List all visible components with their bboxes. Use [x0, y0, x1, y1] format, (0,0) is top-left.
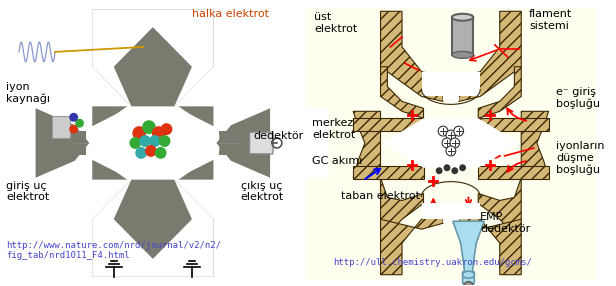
- Polygon shape: [459, 11, 521, 102]
- Circle shape: [450, 138, 460, 148]
- Text: GC akımı: GC akımı: [312, 156, 362, 166]
- Circle shape: [149, 135, 161, 147]
- Circle shape: [438, 126, 448, 136]
- Polygon shape: [478, 118, 549, 131]
- Polygon shape: [36, 108, 89, 178]
- Circle shape: [70, 113, 78, 122]
- Circle shape: [139, 135, 151, 147]
- Polygon shape: [92, 180, 213, 277]
- Polygon shape: [92, 160, 131, 219]
- Polygon shape: [443, 213, 459, 223]
- Circle shape: [446, 146, 456, 156]
- Polygon shape: [92, 165, 213, 277]
- Circle shape: [464, 282, 473, 286]
- Text: EMP
dedektör: EMP dedektör: [480, 212, 530, 234]
- Polygon shape: [443, 77, 459, 102]
- Circle shape: [442, 138, 452, 148]
- Polygon shape: [421, 72, 480, 96]
- Text: çıkış uç
elektrot: çıkış uç elektrot: [241, 181, 284, 202]
- Polygon shape: [353, 111, 381, 178]
- Text: halka elektrot: halka elektrot: [192, 9, 269, 19]
- Polygon shape: [421, 203, 480, 219]
- Circle shape: [436, 167, 442, 174]
- Polygon shape: [459, 213, 521, 275]
- FancyBboxPatch shape: [249, 132, 273, 154]
- Text: taban elektrot: taban elektrot: [341, 190, 421, 200]
- Circle shape: [132, 126, 146, 140]
- Text: http://ull.chemistry.uakron.edu/gcms/: http://ull.chemistry.uakron.edu/gcms/: [334, 258, 532, 267]
- Polygon shape: [478, 178, 521, 235]
- Text: iyon
kaynağı: iyon kaynağı: [6, 82, 51, 104]
- Ellipse shape: [452, 14, 473, 21]
- Text: dedektör: dedektör: [254, 131, 304, 141]
- Polygon shape: [219, 131, 329, 155]
- Polygon shape: [174, 67, 213, 126]
- Text: üst
elektrot: üst elektrot: [314, 12, 357, 34]
- Circle shape: [145, 145, 156, 157]
- Circle shape: [155, 147, 166, 159]
- Circle shape: [75, 119, 84, 128]
- Polygon shape: [216, 108, 270, 178]
- Polygon shape: [114, 180, 192, 259]
- Text: flament
sistemi: flament sistemi: [529, 9, 572, 31]
- Polygon shape: [478, 166, 549, 179]
- Text: e⁻ giriş
boşluğu: e⁻ giriş boşluğu: [556, 87, 601, 109]
- FancyBboxPatch shape: [463, 272, 474, 284]
- Polygon shape: [381, 67, 424, 118]
- Polygon shape: [381, 213, 443, 275]
- Circle shape: [136, 147, 147, 159]
- Circle shape: [459, 164, 466, 171]
- Polygon shape: [86, 98, 219, 188]
- Polygon shape: [0, 131, 86, 155]
- Polygon shape: [92, 9, 213, 106]
- Circle shape: [152, 126, 166, 140]
- Polygon shape: [174, 160, 213, 219]
- Polygon shape: [223, 108, 329, 178]
- Text: http://www.nature.com/nrd/journal/v2/n2/
fig_tab/nrd1011_F4.html: http://www.nature.com/nrd/journal/v2/n2/…: [6, 241, 221, 261]
- Circle shape: [446, 130, 456, 140]
- Text: merkez
elektrot: merkez elektrot: [312, 118, 355, 140]
- Polygon shape: [453, 221, 484, 273]
- Circle shape: [452, 167, 458, 174]
- Polygon shape: [381, 11, 443, 102]
- Circle shape: [70, 125, 78, 134]
- Polygon shape: [92, 9, 213, 121]
- Polygon shape: [521, 111, 549, 178]
- Circle shape: [161, 123, 172, 135]
- FancyBboxPatch shape: [306, 8, 596, 280]
- Polygon shape: [381, 178, 424, 235]
- Polygon shape: [114, 27, 192, 106]
- Polygon shape: [383, 118, 519, 168]
- Polygon shape: [353, 118, 424, 131]
- Circle shape: [129, 137, 141, 149]
- Circle shape: [159, 135, 171, 147]
- Text: iyonların
düşme
boşluğu: iyonların düşme boşluğu: [556, 141, 605, 175]
- Ellipse shape: [452, 51, 473, 58]
- Polygon shape: [0, 108, 36, 178]
- Polygon shape: [478, 67, 521, 118]
- Ellipse shape: [463, 271, 474, 278]
- Text: giriş uç
elektrot: giriş uç elektrot: [6, 181, 49, 202]
- FancyBboxPatch shape: [52, 116, 70, 138]
- Polygon shape: [92, 67, 131, 126]
- FancyBboxPatch shape: [452, 17, 473, 55]
- Polygon shape: [0, 108, 83, 178]
- Polygon shape: [270, 108, 329, 178]
- Polygon shape: [353, 166, 424, 179]
- Circle shape: [142, 120, 156, 134]
- Circle shape: [454, 126, 464, 136]
- Circle shape: [444, 164, 450, 171]
